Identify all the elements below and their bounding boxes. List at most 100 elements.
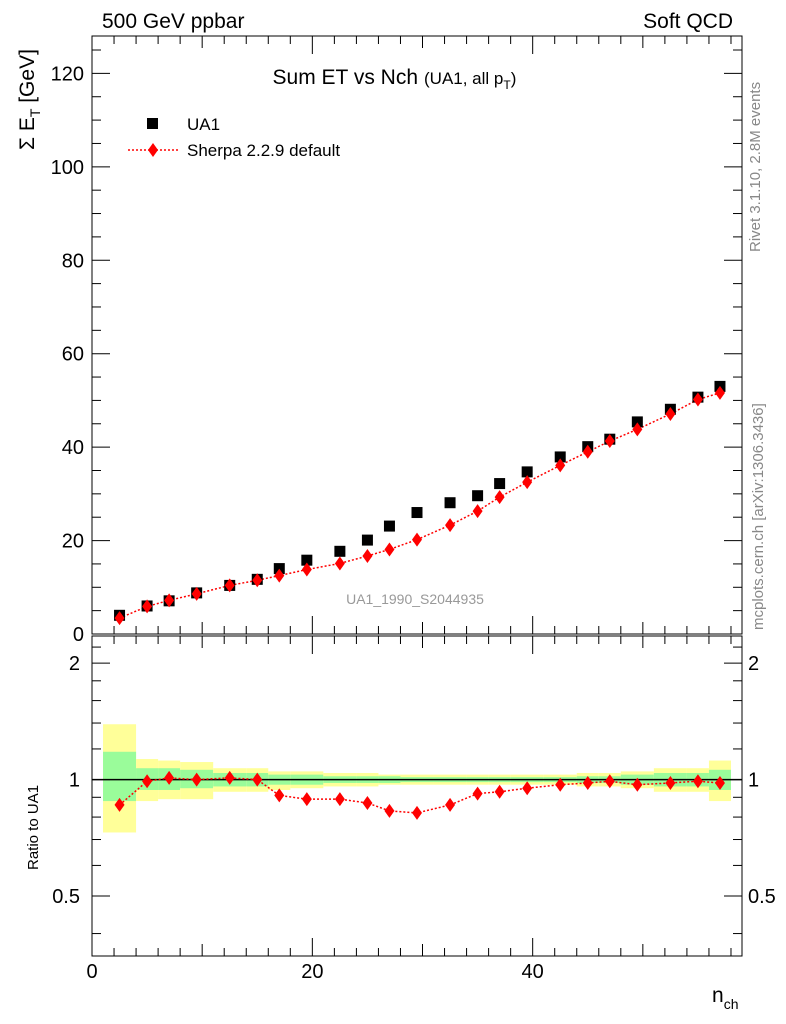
sherpa-point: [114, 611, 125, 626]
sherpa-point: [604, 434, 615, 449]
main-y-tick-label: 100: [51, 157, 84, 179]
ratio-sherpa-point: [142, 774, 153, 789]
ua1-point: [444, 497, 456, 509]
sherpa-point: [445, 518, 456, 533]
ua1-point: [472, 490, 484, 502]
ratio-y-tick-label-right: 0.5: [748, 886, 776, 908]
main-y-tick-label: 0: [73, 624, 84, 646]
main-y-tick-label: 60: [62, 344, 84, 366]
rivet-version-label: Rivet 3.1.10, 2.8M events: [747, 82, 764, 252]
sherpa-point: [224, 578, 235, 593]
sherpa-point: [362, 548, 373, 563]
ratio-sherpa-point: [472, 786, 483, 801]
analysis-watermark: UA1_1990_S2044935: [346, 591, 484, 607]
ua1-point: [301, 554, 313, 566]
mcplots-label: mcplots.cern.ch [arXiv:1306.3436]: [750, 403, 767, 630]
sherpa-point: [301, 562, 312, 577]
sherpa-point: [582, 444, 593, 459]
ua1-point: [494, 478, 506, 490]
ratio-band-inner: [103, 751, 137, 802]
header-left: 500 GeV ppbar: [102, 10, 244, 33]
ua1-point: [334, 545, 346, 557]
sherpa-point: [252, 573, 263, 588]
ratio-axes: 0.5 0.51 12 20 20 40: [52, 635, 776, 983]
ratio-sherpa-point: [714, 775, 725, 790]
ua1-point: [273, 563, 285, 575]
ratio-sherpa-point: [274, 788, 285, 803]
sherpa-point: [274, 568, 285, 583]
main-frame: [91, 35, 743, 635]
ratio-sherpa-point: [164, 770, 175, 785]
ratio-sherpa-point: [494, 784, 505, 799]
sherpa-point: [692, 392, 703, 407]
legend-ua1-marker: [147, 118, 158, 129]
main-y-tick-label: 20: [62, 531, 84, 553]
header-right: Soft QCD: [643, 10, 733, 33]
sherpa-point: [384, 542, 395, 557]
ratio-panel: 0.5 0.51 12 20 20 40 Ratio to UA1 nch: [25, 635, 776, 1012]
sherpa-point: [665, 406, 676, 421]
sherpa-point: [412, 532, 422, 547]
sherpa-point: [191, 586, 202, 601]
ratio-sherpa-point: [445, 797, 456, 812]
sherpa-point: [714, 385, 725, 400]
main-y-tick-label: 120: [51, 63, 84, 85]
ratio-y-axis-label: Ratio to UA1: [25, 785, 42, 870]
ratio-sherpa-point: [114, 797, 125, 812]
ua1-point: [361, 534, 373, 546]
sherpa-point: [522, 475, 533, 490]
sherpa-line: [119, 392, 721, 619]
ratio-sherpa-point: [582, 775, 593, 790]
ratio-sherpa-point: [224, 770, 235, 785]
legend-ua1-label: UA1: [187, 115, 220, 134]
ua1-point: [383, 520, 395, 532]
sherpa-point: [334, 556, 345, 571]
ratio-sherpa-point: [384, 803, 395, 818]
sherpa-point: [472, 504, 483, 519]
legend-sherpa-label: Sherpa 2.2.9 default: [187, 141, 340, 160]
x-tick-label: 40: [522, 961, 544, 983]
sherpa-point: [142, 599, 153, 614]
main-y-tick-label: 40: [62, 437, 84, 459]
ua1-point: [554, 451, 566, 463]
ua1-point: [631, 416, 643, 428]
ratio-sherpa-point: [555, 777, 566, 792]
ratio-sherpa-point: [665, 775, 676, 790]
ratio-y-tick-label: 0.5: [52, 886, 80, 908]
ratio-y-tick-label: 2: [69, 653, 80, 675]
ratio-y-tick-label: 1: [69, 770, 80, 792]
x-tick-label: 0: [86, 961, 97, 983]
x-axis-label: nch: [712, 984, 738, 1012]
main-axes: 0 20 40 60 80 100 120: [51, 35, 743, 646]
ratio-sherpa-point: [362, 795, 373, 810]
main-panel: 0 20 40 60 80 100 120 Sum ET vs Nch (UA1, all …: [16, 35, 743, 646]
ratio-plot-marks: [92, 770, 742, 820]
ratio-sherpa-point: [301, 792, 312, 807]
ua1-point: [411, 507, 423, 519]
ratio-sherpa-point: [692, 774, 703, 789]
main-plot-marks: [114, 380, 726, 626]
ratio-sherpa-point: [334, 792, 345, 807]
sherpa-point: [494, 490, 505, 505]
legend-sherpa-marker: [148, 143, 158, 157]
main-y-axis-label: Σ ET [GeV]: [16, 49, 43, 150]
ratio-sherpa-point: [632, 777, 643, 792]
x-tick-label: 20: [301, 961, 323, 983]
ratio-sherpa-point: [191, 772, 202, 787]
sherpa-point: [632, 422, 643, 437]
ratio-frame: [91, 635, 743, 957]
sherpa-point: [164, 593, 175, 608]
ratio-sherpa-point: [412, 805, 422, 820]
ratio-sherpa-point: [522, 781, 533, 796]
ratio-sherpa-point: [604, 774, 615, 789]
ua1-point: [521, 466, 533, 478]
plot-title-suffix: (UA1, all pT): [424, 69, 516, 92]
legend: UA1 Sherpa 2.2.9 default: [128, 115, 340, 160]
ratio-y-tick-label-right: 1: [748, 770, 759, 792]
plot-title: Sum ET vs Nch: [273, 66, 418, 89]
ratio-y-tick-label-right: 2: [748, 653, 759, 675]
ratio-sherpa-point: [252, 772, 263, 787]
sherpa-point: [555, 458, 566, 473]
main-y-tick-label: 80: [62, 250, 84, 272]
